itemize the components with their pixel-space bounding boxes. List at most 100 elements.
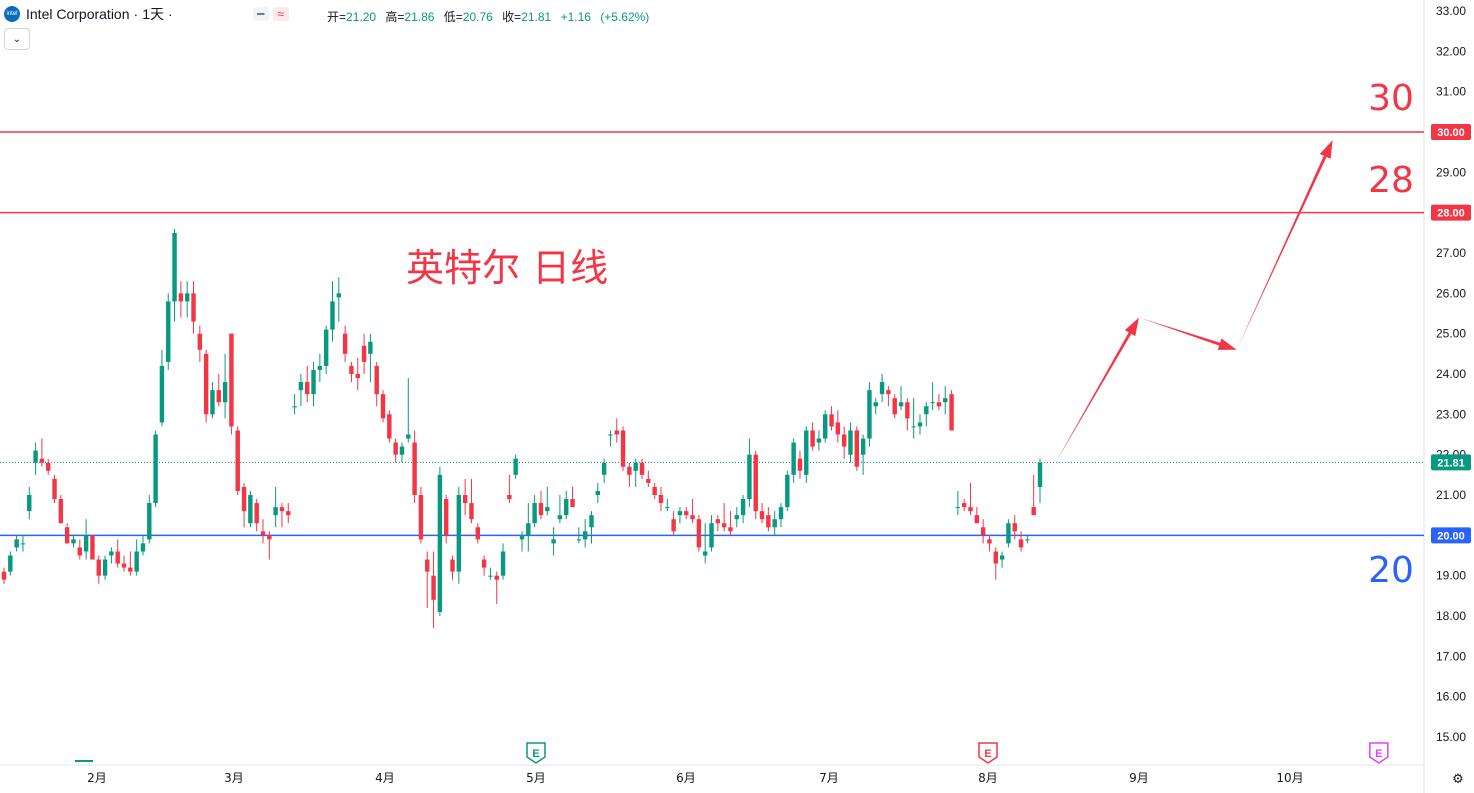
earnings-marker [1369, 742, 1389, 764]
candle-body [267, 535, 272, 540]
y-tick-label: 27.00 [1436, 246, 1466, 260]
candle-body [203, 353, 209, 415]
earnings-marker-label: E [1375, 748, 1382, 760]
candle-body [330, 301, 335, 330]
candle-body [134, 551, 139, 572]
candle-body [462, 495, 468, 504]
candle-body [633, 462, 638, 471]
y-tick-label: 23.00 [1436, 407, 1466, 421]
candle-body [513, 458, 518, 475]
candle-body [412, 442, 417, 495]
y-tick-label: 29.00 [1436, 165, 1466, 179]
x-tick-label: 7月 [819, 771, 839, 785]
candle-body [715, 519, 721, 524]
change-value: +1.16 [560, 10, 591, 24]
candle-body [90, 535, 95, 560]
candle-body [867, 390, 872, 439]
interval-label[interactable]: 1天 [142, 6, 164, 22]
candle-body [140, 543, 146, 552]
candle-body [930, 402, 935, 404]
candle-body [1, 571, 7, 580]
open-label: 开= [327, 10, 347, 24]
candle-body [342, 333, 348, 354]
candle-body [8, 555, 13, 572]
candle-body [380, 394, 386, 419]
candle-body [488, 575, 493, 577]
minus-icon[interactable]: ━ [252, 7, 269, 21]
settings-button[interactable]: ⚙ [1450, 771, 1466, 787]
candle-body [399, 446, 405, 455]
candle-body [816, 438, 822, 443]
y-tick-label: 31.00 [1436, 85, 1466, 99]
candle-body [279, 507, 285, 512]
candle-body [917, 422, 923, 427]
candle-body [153, 434, 158, 504]
candle-body [102, 559, 108, 576]
candle-body [481, 559, 487, 568]
candle-body [115, 551, 120, 564]
change-percent: (+5.62%) [600, 10, 650, 24]
candle-body [955, 507, 961, 509]
candle-body [475, 527, 480, 540]
candle-body [222, 382, 228, 403]
candle-body [437, 474, 443, 612]
candle-body [323, 329, 329, 366]
candle-body [374, 365, 379, 395]
candle-body [785, 474, 790, 508]
candle-body [987, 539, 992, 544]
candle-body [305, 382, 310, 395]
candle-body [589, 515, 594, 528]
x-tick-label: 2月 [87, 771, 107, 785]
candle-body [406, 434, 411, 439]
candle-body [71, 539, 76, 544]
candle-body [494, 575, 499, 580]
candle-body [298, 382, 304, 391]
time-axis[interactable]: 2月 3月 4月 5月 6月 7月 8月 9月 10月 [87, 771, 1303, 785]
candle-body [178, 293, 184, 302]
candle-body [974, 515, 980, 524]
candle-body [292, 406, 297, 408]
symbol-title[interactable]: Intel Corporation [26, 6, 130, 22]
candle-body [677, 511, 683, 516]
forecast-arrow [1139, 317, 1237, 350]
x-tick-label: 10月 [1276, 771, 1303, 785]
last-price-tag [1431, 454, 1471, 471]
candle-body [387, 414, 392, 439]
candle-body [1012, 523, 1017, 532]
close-value: 21.81 [521, 10, 552, 24]
y-tick-label: 21.00 [1436, 488, 1466, 502]
level-tag-label: 30.00 [1437, 127, 1465, 139]
candle-body [248, 495, 253, 524]
candle-body [841, 434, 847, 447]
candle-body [184, 293, 190, 302]
candle-body [772, 519, 777, 528]
ohlc-readout: 开=21.20 高=21.86 低=20.76 收=21.81 +1.16 (+… [327, 8, 655, 25]
y-tick-label: 24.00 [1436, 367, 1466, 381]
candle-body [835, 422, 841, 435]
candle-body [500, 551, 506, 576]
candle-body [545, 507, 550, 512]
candle-body [14, 539, 19, 548]
candle-body [665, 507, 670, 509]
collapse-legend-button[interactable]: ⌄ [4, 28, 30, 50]
candle-body [829, 414, 834, 427]
candle-body [601, 462, 607, 475]
intel-logo-icon: intel [4, 6, 20, 22]
candle-body [879, 382, 885, 395]
candle-body [980, 527, 986, 536]
y-tick-label: 26.00 [1436, 286, 1466, 300]
candle-body [696, 519, 702, 548]
approx-icon[interactable]: ≈ [272, 7, 289, 21]
candle-body [721, 523, 727, 528]
candle-body [557, 515, 563, 520]
y-tick-label: 25.00 [1436, 327, 1466, 341]
symbol-legend[interactable]: intel Intel Corporation · 1天 · ━ ≈ [4, 5, 289, 23]
candle-body [191, 293, 196, 322]
candle-body [355, 374, 360, 379]
candle-body [27, 495, 32, 512]
price-axis[interactable]: 15.0016.0017.0018.0019.0020.0021.0022.00… [1431, 4, 1471, 744]
candle-body [1031, 507, 1036, 516]
candle-body [646, 478, 651, 483]
candle-body [911, 426, 916, 428]
